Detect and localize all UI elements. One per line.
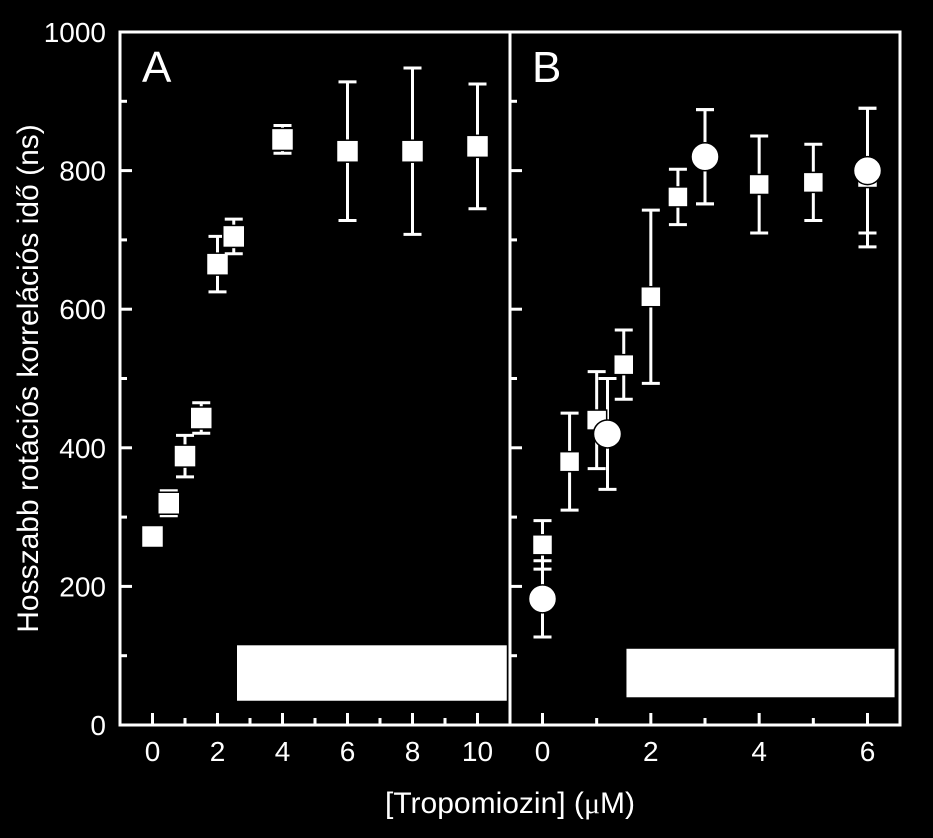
xtick-label: 0 bbox=[145, 736, 161, 767]
inset-box bbox=[626, 649, 894, 698]
data-point-square bbox=[223, 225, 245, 247]
xtick-label: 6 bbox=[860, 736, 876, 767]
x-axis-label: [Tropomiozin] (μM) bbox=[385, 787, 635, 820]
inset-box bbox=[237, 645, 507, 700]
data-point-circle bbox=[529, 585, 557, 613]
xtick-label: 4 bbox=[275, 736, 291, 767]
panel-letter: A bbox=[142, 43, 172, 92]
data-point-square bbox=[272, 128, 294, 150]
ytick-label: 800 bbox=[59, 156, 106, 187]
data-point-square bbox=[533, 535, 553, 555]
data-point-square bbox=[641, 287, 661, 307]
xtick-label: 10 bbox=[462, 736, 493, 767]
data-point-square bbox=[467, 135, 489, 157]
data-point-square bbox=[560, 452, 580, 472]
ytick-label: 400 bbox=[59, 433, 106, 464]
xtick-label: 2 bbox=[643, 736, 659, 767]
data-point-square bbox=[158, 492, 180, 514]
data-point-circle bbox=[854, 157, 882, 185]
data-point-square bbox=[174, 445, 196, 467]
xtick-label: 0 bbox=[535, 736, 551, 767]
data-point-square bbox=[614, 355, 634, 375]
data-point-square bbox=[142, 526, 164, 548]
data-point-circle bbox=[691, 143, 719, 171]
ytick-label: 200 bbox=[59, 571, 106, 602]
xtick-label: 4 bbox=[751, 736, 767, 767]
data-point-square bbox=[803, 172, 823, 192]
figure: 0 200 400 600 800 1000 0 2 4 6 8 10 A 0 2 4 6 B Hosszabb r… bbox=[0, 0, 933, 838]
panel-letter: B bbox=[532, 43, 561, 92]
ytick-label: 600 bbox=[59, 294, 106, 325]
data-point-square bbox=[668, 187, 688, 207]
xtick-label: 2 bbox=[210, 736, 226, 767]
data-point-square bbox=[337, 140, 359, 162]
xtick-label: 6 bbox=[340, 736, 356, 767]
data-point-square bbox=[402, 140, 424, 162]
data-point-square bbox=[190, 407, 212, 429]
ytick-label: 1000 bbox=[44, 17, 106, 48]
data-point-circle bbox=[594, 420, 622, 448]
data-point-square bbox=[749, 174, 769, 194]
ytick-label: 0 bbox=[90, 710, 106, 741]
data-point-square bbox=[207, 253, 229, 275]
xtick-label: 8 bbox=[405, 736, 421, 767]
background bbox=[0, 0, 933, 838]
y-axis-label: Hosszabb rotációs korrelációs idő (ns) bbox=[12, 124, 45, 633]
